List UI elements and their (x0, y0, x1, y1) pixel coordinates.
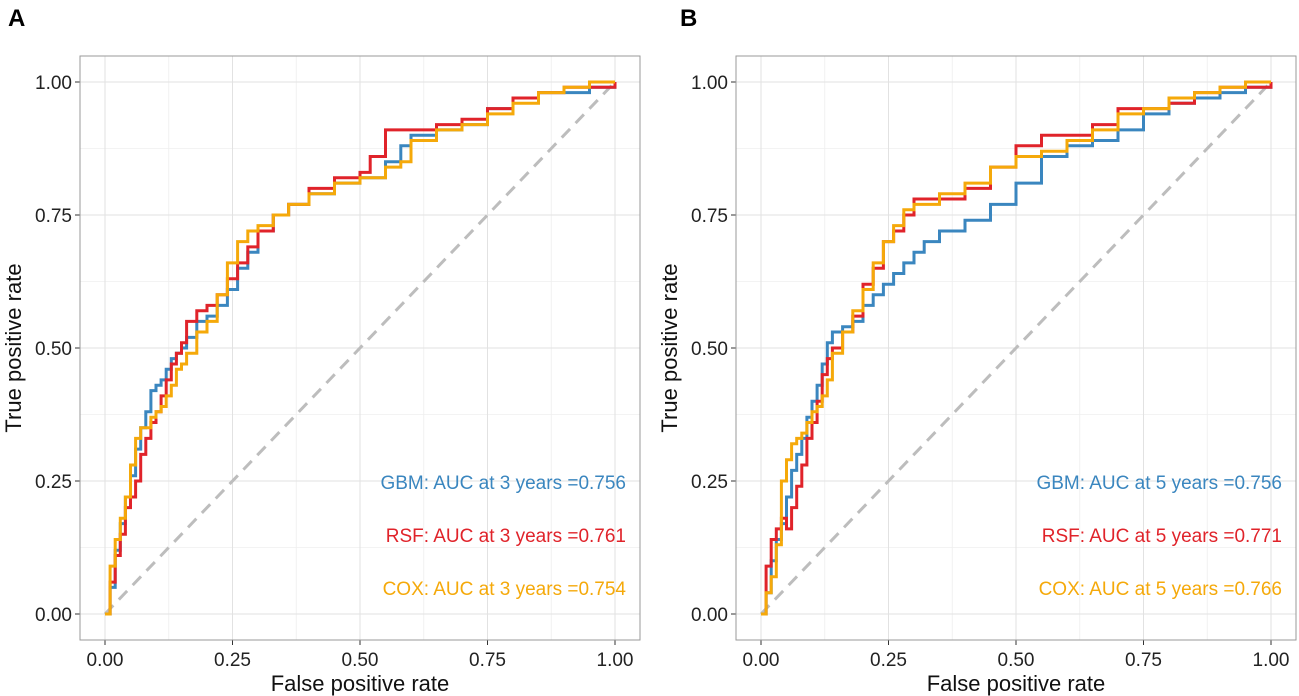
legend-label-gbm: GBM: AUC at 3 years =0.756 (380, 473, 626, 494)
roc-curve-gbm (761, 82, 1273, 616)
x-tick-label: 0.25 (214, 650, 251, 671)
x-axis-title: False positive rate (271, 671, 450, 696)
reference-diagonal (103, 80, 617, 616)
roc-curve-cox (105, 80, 615, 616)
y-tick-label: 0.00 (691, 605, 728, 626)
x-tick-label: 0.00 (87, 650, 124, 671)
y-tick-label: 0.75 (691, 206, 728, 227)
x-tick-label: 0.50 (342, 650, 379, 671)
plot-border (79, 55, 641, 641)
roc-curve-cox (761, 80, 1271, 616)
plot-border (735, 55, 1297, 641)
reference-diagonal (759, 80, 1273, 616)
x-tick-label: 0.50 (998, 650, 1035, 671)
x-tick-label: 1.00 (597, 650, 634, 671)
x-tick-label: 0.75 (1125, 650, 1162, 671)
x-axis-title: False positive rate (927, 671, 1106, 696)
panel-label: B (680, 5, 697, 32)
y-tick-label: 0.50 (35, 339, 72, 360)
y-tick-label: 0.50 (691, 339, 728, 360)
x-tick-label: 0.75 (469, 650, 506, 671)
y-tick-label: 0.25 (691, 472, 728, 493)
y-tick-label: 0.00 (35, 605, 72, 626)
roc-curve-rsf (761, 82, 1273, 616)
y-axis-title: True positive rate (657, 263, 682, 432)
panel-b: B 0.00 0.25 0.50 0.75 1.00 0.00 0.25 0.50 0.75 1.0… (657, 5, 1297, 696)
legend-label-rsf: RSF: AUC at 5 years =0.771 (1042, 526, 1282, 547)
x-tick-label: 0.25 (870, 650, 907, 671)
legend-label-rsf: RSF: AUC at 3 years =0.761 (386, 526, 626, 547)
panel-a: A 0.00 0.25 0.50 0.75 1.00 0.00 0.25 0.50 0.75 1.0… (1, 5, 641, 696)
panel-label: A (8, 5, 25, 32)
legend-label-cox: COX: AUC at 3 years =0.754 (383, 579, 627, 600)
x-tick-label: 0.00 (743, 650, 780, 671)
y-tick-label: 1.00 (691, 73, 728, 94)
y-axis-title: True positive rate (1, 263, 26, 432)
legend-label-gbm: GBM: AUC at 5 years =0.756 (1036, 473, 1282, 494)
y-tick-label: 0.25 (35, 472, 72, 493)
y-tick-label: 0.75 (35, 206, 72, 227)
y-tick-label: 1.00 (35, 73, 72, 94)
x-tick-label: 1.00 (1253, 650, 1290, 671)
legend-label-cox: COX: AUC at 5 years =0.766 (1039, 579, 1282, 600)
